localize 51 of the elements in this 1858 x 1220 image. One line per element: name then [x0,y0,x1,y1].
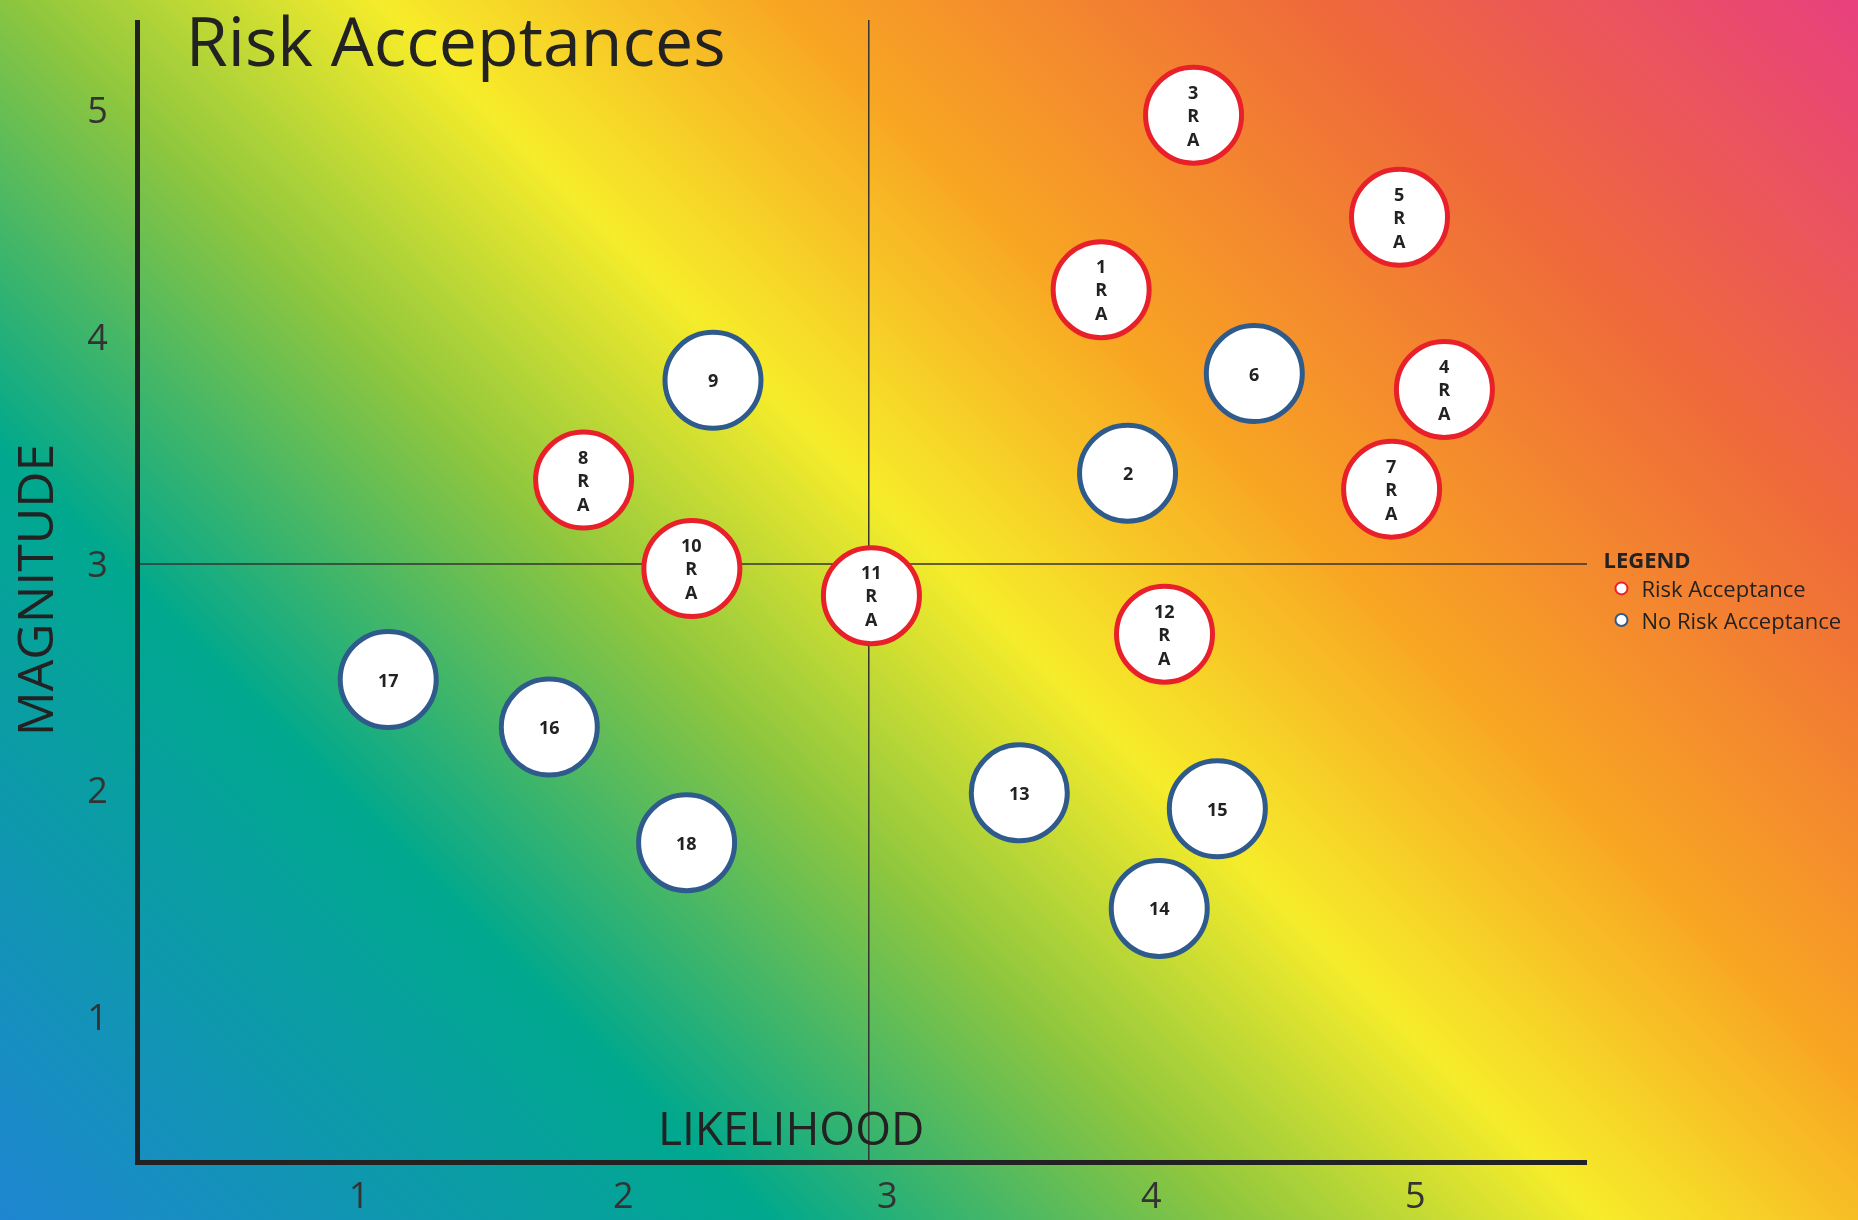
point [1050,239,1152,341]
point [636,792,738,894]
y-tick-label: 3 [87,538,108,588]
annotation: 2 [1123,461,1134,485]
annotation: 15 [1207,797,1228,821]
point [968,742,1070,844]
point [1108,857,1210,959]
annotation: 1 R A [1095,254,1108,325]
y-tick-label: 4 [87,311,108,361]
point [1143,64,1245,166]
annotation: 3 R A [1187,80,1200,151]
legend-label: No Risk Acceptance [1641,604,1842,635]
point [533,429,635,531]
x-tick-label: 1 [348,1170,370,1220]
x-tick-label: 5 [1405,1170,1426,1220]
x-tick-label: 3 [876,1170,898,1220]
annotation: 16 [539,715,560,739]
annotation: 5 R A [1393,182,1406,253]
annotation: 8 R A [577,445,590,516]
annotation: 14 [1149,896,1170,920]
point [662,329,764,431]
annotation: 18 [676,831,697,855]
point [1166,758,1268,860]
x-tick-label: 2 [612,1170,634,1220]
annotation: 10 R A [681,533,702,604]
point [820,545,922,647]
annotation: 6 [1249,362,1260,386]
point [641,517,743,619]
point [1349,166,1451,268]
annotation: 4 R A [1438,354,1451,425]
legend-label: Risk Acceptance [1641,572,1806,603]
point [1341,438,1443,540]
chart-title: Risk Acceptances [185,0,726,86]
x-tick-label: 4 [1141,1170,1162,1220]
y-tick-label: 1 [87,991,108,1041]
point [1114,583,1216,685]
annotation: 17 [378,668,399,692]
legend-title: LEGEND [1603,543,1691,574]
point [1077,422,1179,524]
annotation: 13 [1009,781,1030,805]
annotation: 11 R A [861,560,882,631]
point [1393,338,1495,440]
annotation: 12 R A [1154,599,1175,670]
y-tick-label: 5 [87,85,108,135]
y-axis-title: MAGNITUDE [0,443,68,737]
point [1203,323,1305,425]
point [337,629,439,730]
annotation: 9 [708,368,719,392]
y-tick-label: 2 [87,765,108,815]
point [498,676,600,778]
annotation: 7 R A [1385,454,1398,525]
